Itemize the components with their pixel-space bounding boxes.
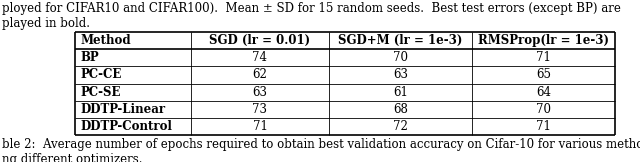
Text: 68: 68	[393, 103, 408, 116]
Text: 70: 70	[393, 51, 408, 64]
Text: 61: 61	[393, 86, 408, 99]
Text: PC-CE: PC-CE	[80, 68, 122, 81]
Text: 72: 72	[393, 120, 408, 133]
Text: SGD (lr = 0.01): SGD (lr = 0.01)	[209, 34, 310, 47]
Text: 74: 74	[252, 51, 268, 64]
Text: 70: 70	[536, 103, 551, 116]
Text: 63: 63	[252, 86, 268, 99]
Text: ployed for CIFAR10 and CIFAR100).  Mean ± SD for 15 random seeds.  Best test err: ployed for CIFAR10 and CIFAR100). Mean ±…	[2, 2, 621, 30]
Text: 73: 73	[252, 103, 268, 116]
Text: 63: 63	[393, 68, 408, 81]
Text: 71: 71	[536, 120, 551, 133]
Text: DDTP-Linear: DDTP-Linear	[80, 103, 165, 116]
Text: 71: 71	[253, 120, 268, 133]
Text: DDTP-Control: DDTP-Control	[80, 120, 172, 133]
Text: 71: 71	[536, 51, 551, 64]
Text: PC-SE: PC-SE	[80, 86, 120, 99]
Text: 62: 62	[253, 68, 268, 81]
Text: ble 2:  Average number of epochs required to obtain best validation accuracy on : ble 2: Average number of epochs required…	[2, 138, 640, 162]
Text: RMSProp(lr = 1e-3): RMSProp(lr = 1e-3)	[478, 34, 609, 47]
Text: BP: BP	[80, 51, 99, 64]
Text: Method: Method	[80, 34, 131, 47]
Text: 65: 65	[536, 68, 551, 81]
Text: SGD+M (lr = 1e-3): SGD+M (lr = 1e-3)	[338, 34, 463, 47]
Text: 64: 64	[536, 86, 551, 99]
